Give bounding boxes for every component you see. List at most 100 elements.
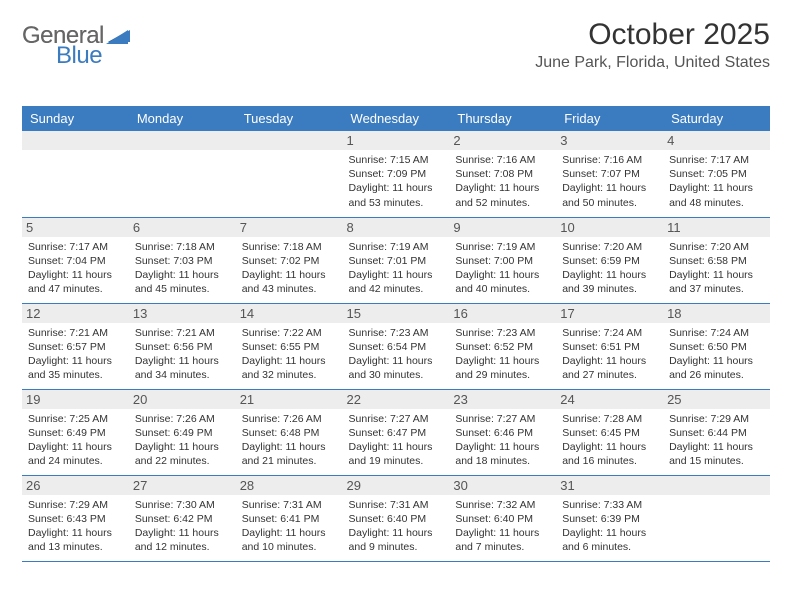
day-info: Sunrise: 7:17 AMSunset: 7:04 PMDaylight:…: [28, 240, 123, 297]
day-header: Saturday: [663, 106, 770, 131]
calendar-day-cell: 19Sunrise: 7:25 AMSunset: 6:49 PMDayligh…: [22, 389, 129, 475]
calendar-week-row: 1 Sunrise: 7:15 AMSunset: 7:09 PMDaylight…: [22, 131, 770, 217]
day-info: Sunrise: 7:23 AMSunset: 6:52 PMDaylight:…: [455, 326, 550, 383]
day-info: Sunrise: 7:33 AMSunset: 6:39 PMDaylight:…: [562, 498, 657, 555]
day-info: Sunrise: 7:29 AMSunset: 6:44 PMDaylight:…: [669, 412, 764, 469]
day-number: 10: [556, 218, 663, 237]
calendar-day-cell: [22, 131, 129, 217]
day-number: 21: [236, 390, 343, 409]
day-number: 9: [449, 218, 556, 237]
day-info: Sunrise: 7:22 AMSunset: 6:55 PMDaylight:…: [242, 326, 337, 383]
calendar-day-cell: 16Sunrise: 7:23 AMSunset: 6:52 PMDayligh…: [449, 303, 556, 389]
day-header: Friday: [556, 106, 663, 131]
calendar-week-row: 12Sunrise: 7:21 AMSunset: 6:57 PMDayligh…: [22, 303, 770, 389]
day-info: Sunrise: 7:24 AMSunset: 6:50 PMDaylight:…: [669, 326, 764, 383]
calendar-day-cell: 14 Sunrise: 7:22 AMSunset: 6:55 PMDayligh…: [236, 303, 343, 389]
calendar-day-cell: 11 Sunrise: 7:20 AMSunset: 6:58 PMDayligh…: [663, 217, 770, 303]
day-number: 30: [449, 476, 556, 495]
day-number: 22: [343, 390, 450, 409]
calendar-week-row: 5 Sunrise: 7:17 AMSunset: 7:04 PMDaylight…: [22, 217, 770, 303]
calendar-week-row: 19Sunrise: 7:25 AMSunset: 6:49 PMDayligh…: [22, 389, 770, 475]
calendar-day-cell: 7Sunrise: 7:18 AMSunset: 7:02 PMDaylight…: [236, 217, 343, 303]
day-info: Sunrise: 7:19 AMSunset: 7:01 PMDaylight:…: [349, 240, 444, 297]
calendar-day-cell: 25 Sunrise: 7:29 AMSunset: 6:44 PMDayligh…: [663, 389, 770, 475]
day-info: Sunrise: 7:27 AMSunset: 6:46 PMDaylight:…: [455, 412, 550, 469]
calendar-day-cell: 3Sunrise: 7:16 AMSunset: 7:07 PMDaylight…: [556, 131, 663, 217]
day-number: 28: [236, 476, 343, 495]
day-header: Sunday: [22, 106, 129, 131]
day-info: Sunrise: 7:30 AMSunset: 6:42 PMDaylight:…: [135, 498, 230, 555]
day-info: Sunrise: 7:31 AMSunset: 6:41 PMDaylight:…: [242, 498, 337, 555]
day-number-empty: [236, 131, 343, 150]
calendar-day-cell: 10 Sunrise: 7:20 AMSunset: 6:59 PMDayligh…: [556, 217, 663, 303]
day-number: 23: [449, 390, 556, 409]
calendar-day-cell: 28 Sunrise: 7:31 AMSunset: 6:41 PMDayligh…: [236, 475, 343, 561]
calendar-day-cell: [129, 131, 236, 217]
day-info: Sunrise: 7:17 AMSunset: 7:05 PMDaylight:…: [669, 153, 764, 210]
header: General October 2025 June Park, Florida,…: [22, 18, 770, 72]
calendar-table: Sunday Monday Tuesday Wednesday Thursday…: [22, 106, 770, 562]
calendar-day-cell: 1 Sunrise: 7:15 AMSunset: 7:09 PMDaylight…: [343, 131, 450, 217]
day-header: Tuesday: [236, 106, 343, 131]
day-info: Sunrise: 7:32 AMSunset: 6:40 PMDaylight:…: [455, 498, 550, 555]
day-info: Sunrise: 7:19 AMSunset: 7:00 PMDaylight:…: [455, 240, 550, 297]
day-number: 20: [129, 390, 236, 409]
calendar-day-cell: 21Sunrise: 7:26 AMSunset: 6:48 PMDayligh…: [236, 389, 343, 475]
day-info: Sunrise: 7:20 AMSunset: 6:58 PMDaylight:…: [669, 240, 764, 297]
calendar-day-cell: 2 Sunrise: 7:16 AMSunset: 7:08 PMDaylight…: [449, 131, 556, 217]
calendar-day-cell: 23 Sunrise: 7:27 AMSunset: 6:46 PMDayligh…: [449, 389, 556, 475]
day-number: 13: [129, 304, 236, 323]
day-header: Thursday: [449, 106, 556, 131]
calendar-day-cell: 9 Sunrise: 7:19 AMSunset: 7:00 PMDaylight…: [449, 217, 556, 303]
day-number: 5: [22, 218, 129, 237]
day-number: 29: [343, 476, 450, 495]
day-number: 27: [129, 476, 236, 495]
day-number: 3: [556, 131, 663, 150]
calendar-day-cell: 8Sunrise: 7:19 AMSunset: 7:01 PMDaylight…: [343, 217, 450, 303]
day-info: Sunrise: 7:15 AMSunset: 7:09 PMDaylight:…: [349, 153, 444, 210]
calendar-day-cell: 13Sunrise: 7:21 AMSunset: 6:56 PMDayligh…: [129, 303, 236, 389]
calendar-day-cell: 30 Sunrise: 7:32 AMSunset: 6:40 PMDayligh…: [449, 475, 556, 561]
day-number: 6: [129, 218, 236, 237]
day-number: 1: [343, 131, 450, 150]
day-info: Sunrise: 7:29 AMSunset: 6:43 PMDaylight:…: [28, 498, 123, 555]
day-info: Sunrise: 7:20 AMSunset: 6:59 PMDaylight:…: [562, 240, 657, 297]
day-info: Sunrise: 7:25 AMSunset: 6:49 PMDaylight:…: [28, 412, 123, 469]
calendar-week-row: 26Sunrise: 7:29 AMSunset: 6:43 PMDayligh…: [22, 475, 770, 561]
day-header: Monday: [129, 106, 236, 131]
day-number: 12: [22, 304, 129, 323]
day-info: Sunrise: 7:24 AMSunset: 6:51 PMDaylight:…: [562, 326, 657, 383]
month-title: October 2025: [535, 18, 770, 52]
calendar-day-cell: 6 Sunrise: 7:18 AMSunset: 7:03 PMDaylight…: [129, 217, 236, 303]
calendar-day-cell: 5 Sunrise: 7:17 AMSunset: 7:04 PMDaylight…: [22, 217, 129, 303]
day-info: Sunrise: 7:27 AMSunset: 6:47 PMDaylight:…: [349, 412, 444, 469]
calendar-day-cell: [236, 131, 343, 217]
calendar-day-cell: 20Sunrise: 7:26 AMSunset: 6:49 PMDayligh…: [129, 389, 236, 475]
calendar-day-cell: 17 Sunrise: 7:24 AMSunset: 6:51 PMDayligh…: [556, 303, 663, 389]
day-number: 18: [663, 304, 770, 323]
calendar-day-cell: 29 Sunrise: 7:31 AMSunset: 6:40 PMDayligh…: [343, 475, 450, 561]
calendar-day-cell: 27 Sunrise: 7:30 AMSunset: 6:42 PMDayligh…: [129, 475, 236, 561]
day-header-row: Sunday Monday Tuesday Wednesday Thursday…: [22, 106, 770, 131]
day-number: 25: [663, 390, 770, 409]
logo-mark-icon-2: [106, 26, 128, 44]
day-header: Wednesday: [343, 106, 450, 131]
calendar-day-cell: 24 Sunrise: 7:28 AMSunset: 6:45 PMDayligh…: [556, 389, 663, 475]
calendar-day-cell: 12Sunrise: 7:21 AMSunset: 6:57 PMDayligh…: [22, 303, 129, 389]
day-number: 24: [556, 390, 663, 409]
day-number-empty: [129, 131, 236, 150]
day-info: Sunrise: 7:23 AMSunset: 6:54 PMDaylight:…: [349, 326, 444, 383]
day-number: 11: [663, 218, 770, 237]
day-info: Sunrise: 7:28 AMSunset: 6:45 PMDaylight:…: [562, 412, 657, 469]
day-info: Sunrise: 7:18 AMSunset: 7:03 PMDaylight:…: [135, 240, 230, 297]
day-number: 2: [449, 131, 556, 150]
day-number-empty: [22, 131, 129, 150]
day-number: 17: [556, 304, 663, 323]
day-info: Sunrise: 7:16 AMSunset: 7:08 PMDaylight:…: [455, 153, 550, 210]
calendar-day-cell: 18 Sunrise: 7:24 AMSunset: 6:50 PMDayligh…: [663, 303, 770, 389]
calendar-day-cell: 15Sunrise: 7:23 AMSunset: 6:54 PMDayligh…: [343, 303, 450, 389]
day-number: 31: [556, 476, 663, 495]
day-info: Sunrise: 7:31 AMSunset: 6:40 PMDaylight:…: [349, 498, 444, 555]
day-number: 4: [663, 131, 770, 150]
day-number: 14: [236, 304, 343, 323]
